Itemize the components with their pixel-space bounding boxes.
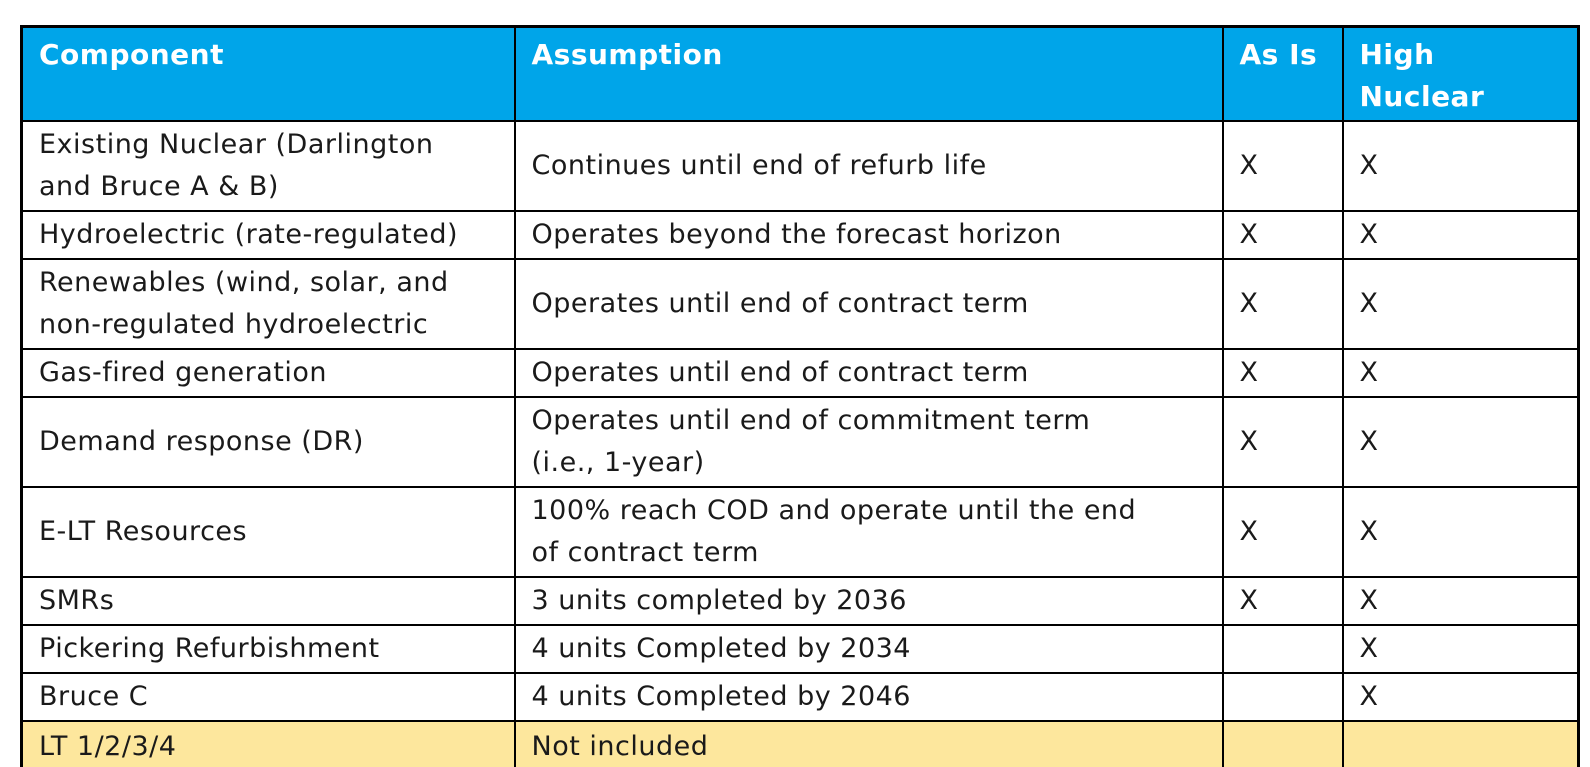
component-cell: SMRs xyxy=(20,576,516,626)
table-row: Demand response (DR) Operates until end … xyxy=(20,396,1580,488)
component-text: Demand response (DR) xyxy=(39,426,364,457)
assumption-cell: Continues until end of refurb life xyxy=(513,120,1224,212)
as-is-mark: X xyxy=(1239,516,1259,547)
high-nuclear-mark: X xyxy=(1359,516,1379,547)
high-nuclear-cell: X xyxy=(1341,396,1580,488)
column-header-label: As Is xyxy=(1239,38,1318,71)
table-row: SMRs 3 units completed by 2036 X X xyxy=(20,576,1580,626)
as-is-cell: X xyxy=(1221,120,1344,212)
column-header-component: Component xyxy=(20,25,516,122)
assumption-text: Operates beyond the forecast horizon xyxy=(531,219,1062,250)
assumption-text: Not included xyxy=(531,731,709,762)
assumption-cell: 4 units Completed by 2034 xyxy=(513,624,1224,674)
high-nuclear-cell: X xyxy=(1341,624,1580,674)
table-row: E-LT Resources 100% reach COD and operat… xyxy=(20,486,1580,578)
high-nuclear-mark: X xyxy=(1359,426,1379,457)
component-text: E-LT Resources xyxy=(39,516,248,547)
high-nuclear-mark: X xyxy=(1359,681,1379,712)
high-nuclear-mark: X xyxy=(1359,150,1379,181)
component-text: Bruce C xyxy=(39,681,149,712)
high-nuclear-mark: X xyxy=(1359,585,1379,616)
high-nuclear-cell: X xyxy=(1341,486,1580,578)
table-row: LT 1/2/3/4 Not included xyxy=(20,720,1580,767)
assumption-cell: 4 units Completed by 2046 xyxy=(513,672,1224,722)
assumption-text: 100% reach COD and operate until the end… xyxy=(531,495,1137,568)
assumption-text: 3 units completed by 2036 xyxy=(531,585,907,616)
high-nuclear-cell: X xyxy=(1341,120,1580,212)
assumptions-table: Component Assumption As Is High Nuclear … xyxy=(20,25,1580,767)
component-cell: Renewables (wind, solar, and non-regulat… xyxy=(20,258,516,350)
component-cell: Hydroelectric (rate-regulated) xyxy=(20,210,516,260)
table-row: Existing Nuclear (Darlington and Bruce A… xyxy=(20,120,1580,212)
assumption-text: 4 units Completed by 2034 xyxy=(531,633,911,664)
assumption-text: Continues until end of refurb life xyxy=(531,150,987,181)
assumption-cell: 100% reach COD and operate until the end… xyxy=(513,486,1224,578)
column-header-as-is: As Is xyxy=(1221,25,1344,122)
component-text: Pickering Refurbishment xyxy=(39,633,380,664)
as-is-cell: X xyxy=(1221,396,1344,488)
as-is-cell: X xyxy=(1221,210,1344,260)
component-cell: Gas-fired generation xyxy=(20,348,516,398)
table-row: Pickering Refurbishment 4 units Complete… xyxy=(20,624,1580,674)
table-row: Gas-fired generation Operates until end … xyxy=(20,348,1580,398)
component-cell: LT 1/2/3/4 xyxy=(20,720,516,767)
component-cell: E-LT Resources xyxy=(20,486,516,578)
as-is-cell xyxy=(1221,720,1344,767)
column-header-assumption: Assumption xyxy=(513,25,1224,122)
assumption-cell: Operates until end of contract term xyxy=(513,258,1224,350)
as-is-cell: X xyxy=(1221,348,1344,398)
high-nuclear-mark: X xyxy=(1359,219,1379,250)
column-header-high-nuclear: High Nuclear xyxy=(1341,25,1580,122)
component-text: Renewables (wind, solar, and non-regulat… xyxy=(39,267,449,340)
component-text: Hydroelectric (rate-regulated) xyxy=(39,219,459,250)
column-header-label: High Nuclear xyxy=(1359,38,1485,113)
high-nuclear-cell: X xyxy=(1341,672,1580,722)
high-nuclear-cell: X xyxy=(1341,258,1580,350)
high-nuclear-mark: X xyxy=(1359,357,1379,388)
component-cell: Existing Nuclear (Darlington and Bruce A… xyxy=(20,120,516,212)
assumption-text: 4 units Completed by 2046 xyxy=(531,681,911,712)
as-is-cell: X xyxy=(1221,486,1344,578)
as-is-mark: X xyxy=(1239,150,1259,181)
assumption-text: Operates until end of contract term xyxy=(531,357,1029,388)
as-is-cell xyxy=(1221,624,1344,674)
high-nuclear-cell: X xyxy=(1341,348,1580,398)
table-row: Renewables (wind, solar, and non-regulat… xyxy=(20,258,1580,350)
column-header-label: Assumption xyxy=(531,38,723,71)
header-row: Component Assumption As Is High Nuclear xyxy=(20,25,1580,122)
as-is-mark: X xyxy=(1239,357,1259,388)
as-is-mark: X xyxy=(1239,288,1259,319)
assumption-text: Operates until end of commitment term (i… xyxy=(531,405,1091,478)
column-header-label: Component xyxy=(39,38,224,71)
component-cell: Pickering Refurbishment xyxy=(20,624,516,674)
high-nuclear-mark: X xyxy=(1359,633,1379,664)
assumption-text: Operates until end of contract term xyxy=(531,288,1029,319)
high-nuclear-mark: X xyxy=(1359,288,1379,319)
assumption-cell: Operates until end of commitment term (i… xyxy=(513,396,1224,488)
component-text: Gas-fired generation xyxy=(39,357,327,388)
table-row: Bruce C 4 units Completed by 2046 X xyxy=(20,672,1580,722)
component-cell: Demand response (DR) xyxy=(20,396,516,488)
as-is-cell: X xyxy=(1221,258,1344,350)
assumption-cell: Operates until end of contract term xyxy=(513,348,1224,398)
component-cell: Bruce C xyxy=(20,672,516,722)
assumption-cell: Not included xyxy=(513,720,1224,767)
as-is-mark: X xyxy=(1239,585,1259,616)
assumption-cell: 3 units completed by 2036 xyxy=(513,576,1224,626)
as-is-mark: X xyxy=(1239,219,1259,250)
high-nuclear-cell xyxy=(1341,720,1580,767)
assumption-cell: Operates beyond the forecast horizon xyxy=(513,210,1224,260)
as-is-cell: X xyxy=(1221,576,1344,626)
table-container: Component Assumption As Is High Nuclear … xyxy=(20,25,1590,767)
component-text: LT 1/2/3/4 xyxy=(39,731,177,762)
high-nuclear-cell: X xyxy=(1341,210,1580,260)
high-nuclear-cell: X xyxy=(1341,576,1580,626)
component-text: SMRs xyxy=(39,585,115,616)
component-text: Existing Nuclear (Darlington and Bruce A… xyxy=(39,129,434,202)
as-is-cell xyxy=(1221,672,1344,722)
table-row: Hydroelectric (rate-regulated) Operates … xyxy=(20,210,1580,260)
as-is-mark: X xyxy=(1239,426,1259,457)
